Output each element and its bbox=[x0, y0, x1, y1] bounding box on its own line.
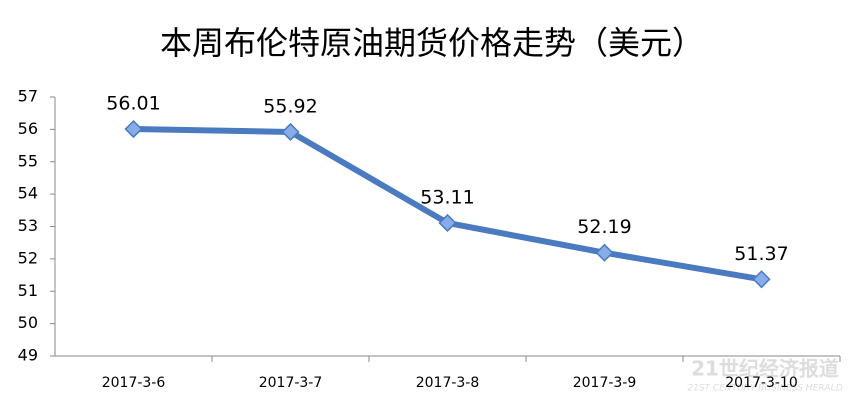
data-point bbox=[438, 213, 457, 232]
chart-title: 本周布伦特原油期货价格走势（美元） bbox=[160, 24, 704, 62]
watermark-subtitle: 21ST CENTURY BUSINESS HERALD bbox=[687, 384, 842, 394]
y-tick-label: 53 bbox=[18, 216, 38, 235]
y-tick-label: 49 bbox=[18, 346, 38, 365]
y-tick-label: 50 bbox=[18, 313, 38, 332]
data-point bbox=[124, 119, 143, 139]
data-point bbox=[595, 243, 614, 262]
x-tick-label: 2017-3-7 bbox=[259, 375, 323, 391]
x-tick-label: 2017-3-8 bbox=[416, 375, 480, 391]
x-tick-label: 2017-3-10 bbox=[725, 375, 797, 391]
watermark-title: 21世纪经济报道 bbox=[691, 357, 839, 381]
y-tick-label: 56 bbox=[18, 119, 38, 138]
data-label: 52.19 bbox=[577, 216, 631, 238]
y-tick-label: 51 bbox=[18, 281, 38, 300]
y-tick-label: 52 bbox=[18, 248, 38, 267]
data-label: 55.92 bbox=[263, 95, 317, 117]
y-tick-label: 55 bbox=[18, 151, 38, 170]
data-label: 53.11 bbox=[420, 186, 474, 208]
data-point bbox=[752, 270, 771, 289]
y-tick-label: 54 bbox=[18, 184, 38, 203]
data-label: 51.37 bbox=[734, 243, 788, 265]
y-tick-label: 57 bbox=[18, 87, 38, 106]
x-tick-label: 2017-3-6 bbox=[102, 375, 166, 391]
data-label: 56.01 bbox=[106, 93, 160, 115]
data-point bbox=[281, 122, 300, 142]
x-tick-label: 2017-3-9 bbox=[573, 375, 637, 391]
